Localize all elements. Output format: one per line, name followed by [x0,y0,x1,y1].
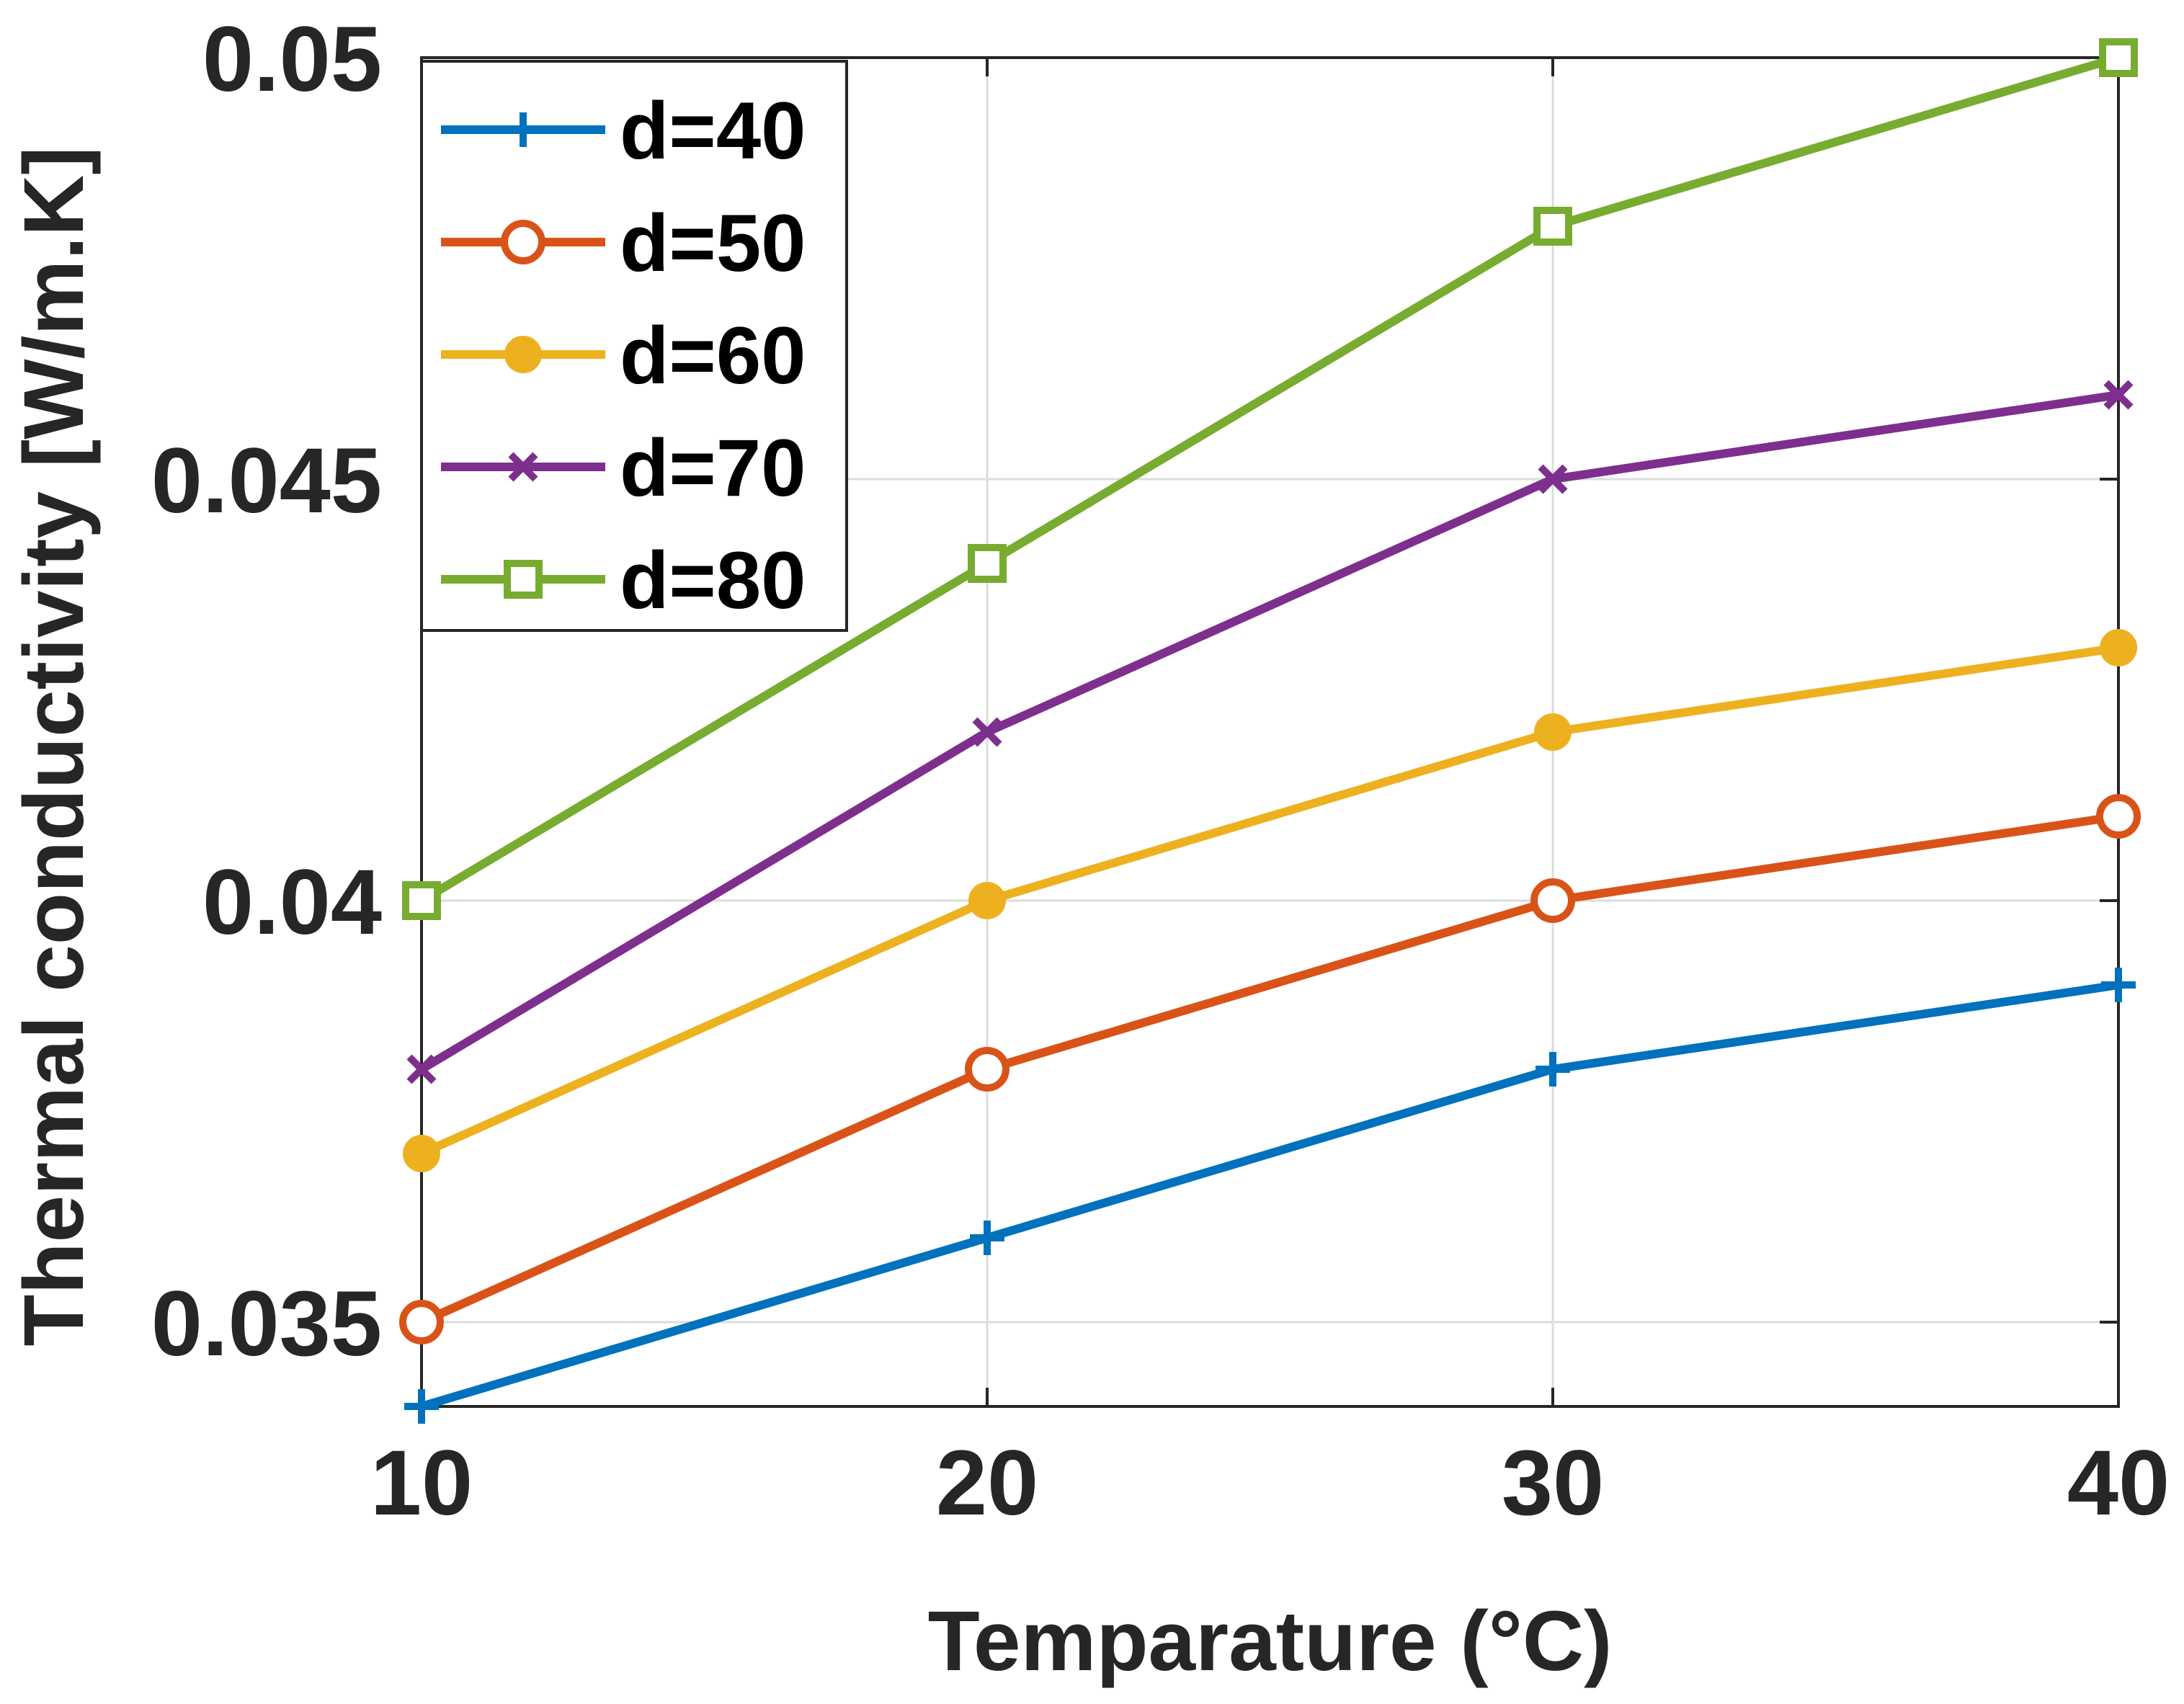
square-marker [968,544,1007,583]
square-marker [504,560,543,599]
plus-marker [506,112,540,147]
legend-item: d=50 [441,198,806,288]
x-tick-label: 30 [1502,1432,1604,1535]
dot-marker [504,336,542,373]
dot-marker [1534,713,1572,751]
legend-item: d=60 [441,311,806,401]
x-marker [508,452,538,482]
legend-label: d=80 [620,535,806,625]
y-tick-labels: 0.035 0.04 0.045 0.05 [151,8,382,1375]
series-line [417,53,2123,905]
legend-label: d=70 [620,423,806,513]
x-marker [2103,380,2134,410]
legend-box [420,60,848,632]
legend-item: d=80 [441,535,806,625]
series-d-80 [402,38,2138,920]
plus-marker [2101,968,2136,1002]
legend-label: d=50 [620,198,806,288]
legend: d=40 d=50 d=60 d=70 d=80 [420,60,848,632]
y-tick-label: 0.045 [151,429,382,532]
y-tick-label: 0.05 [202,8,382,111]
dot-marker [2100,629,2137,666]
circle-marker [1530,878,1575,923]
circle-marker [501,220,545,264]
plot-frame [420,56,2120,1408]
series-d-40 [404,968,2136,1424]
x-tick-label: 10 [370,1432,473,1535]
dot-marker [968,882,1006,919]
x-tick-label: 40 [2067,1432,2170,1535]
x-tick-labels: 10 20 30 40 [370,1432,2170,1535]
series-d-60 [403,629,2137,1172]
series-line [417,981,2123,1411]
circle-marker [399,1300,444,1344]
circle-marker [965,1047,1009,1092]
data-series [399,38,2141,1424]
plus-marker [404,1389,439,1424]
y-tick-label: 0.04 [202,851,382,954]
x-marker [972,717,1002,747]
y-axis-label: Thermal conductivity [W/m.K] [6,146,102,1346]
circle-marker [2096,794,2141,839]
x-tick-label: 20 [936,1432,1038,1535]
series-line [417,391,2123,1074]
series-d-50 [399,794,2141,1344]
square-marker [402,881,441,920]
series-line [417,643,2123,1158]
plus-marker [970,1221,1004,1255]
legend-item: d=70 [441,423,806,513]
square-marker [2099,38,2138,77]
dot-marker [403,1135,440,1172]
legend-label: d=60 [620,311,806,401]
x-marker [406,1054,437,1084]
legend-item: d=40 [441,86,806,176]
legend-label: d=40 [620,86,806,176]
x-axis-label: Temparature (°C) [928,1594,1613,1689]
y-tick-label: 0.035 [151,1272,382,1375]
series-line [417,812,2123,1326]
x-marker [1538,464,1568,494]
square-marker [1533,207,1572,246]
series-d-70 [406,380,2134,1084]
plus-marker [1536,1052,1570,1087]
